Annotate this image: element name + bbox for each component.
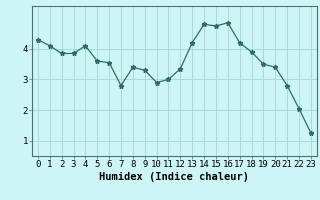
X-axis label: Humidex (Indice chaleur): Humidex (Indice chaleur) [100,172,249,182]
